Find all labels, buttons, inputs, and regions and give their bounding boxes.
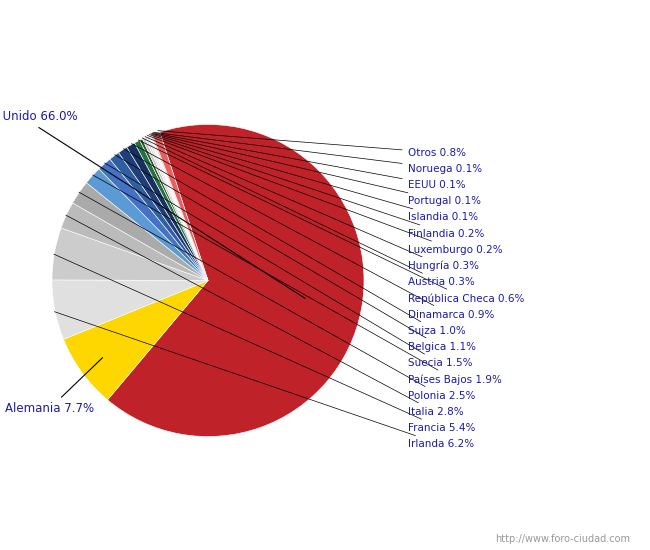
Wedge shape	[152, 132, 208, 280]
Text: Islandia 0.1%: Islandia 0.1%	[151, 134, 478, 222]
Text: Polonia 2.5%: Polonia 2.5%	[79, 192, 475, 401]
Text: http://www.foro-ciudad.com: http://www.foro-ciudad.com	[495, 534, 630, 544]
Wedge shape	[110, 153, 208, 280]
Text: Noruega 0.1%: Noruega 0.1%	[153, 133, 482, 174]
Text: República Checa 0.6%: República Checa 0.6%	[138, 140, 524, 304]
Wedge shape	[52, 228, 208, 280]
Text: Antigua - Turistas extranjeros según país - Abril de 2024: Antigua - Turistas extranjeros según paí…	[75, 13, 575, 29]
Text: Hungría 0.3%: Hungría 0.3%	[145, 136, 478, 271]
Wedge shape	[73, 183, 208, 280]
Text: Italia 2.8%: Italia 2.8%	[66, 215, 463, 417]
Text: Suecia 1.5%: Suecia 1.5%	[105, 163, 472, 368]
Wedge shape	[147, 136, 208, 280]
Text: Belgica 1.1%: Belgica 1.1%	[115, 155, 476, 352]
Wedge shape	[135, 140, 208, 280]
Text: Otros 0.8%: Otros 0.8%	[158, 131, 465, 158]
Wedge shape	[52, 280, 208, 339]
Wedge shape	[107, 124, 364, 437]
Wedge shape	[99, 159, 208, 280]
Text: Francia 5.4%: Francia 5.4%	[54, 254, 475, 433]
Text: Alemania 7.7%: Alemania 7.7%	[5, 358, 103, 415]
Wedge shape	[61, 203, 208, 280]
Wedge shape	[151, 135, 208, 280]
Text: Irlanda 6.2%: Irlanda 6.2%	[55, 312, 474, 449]
Wedge shape	[145, 137, 208, 280]
Wedge shape	[86, 169, 208, 280]
Text: EEUU 0.1%: EEUU 0.1%	[153, 133, 465, 190]
Wedge shape	[150, 135, 208, 280]
Text: Austria 0.3%: Austria 0.3%	[142, 138, 474, 287]
Wedge shape	[64, 280, 208, 400]
Text: Portugal 0.1%: Portugal 0.1%	[151, 133, 481, 206]
Text: Reino Unido 66.0%: Reino Unido 66.0%	[0, 110, 306, 299]
Wedge shape	[151, 135, 208, 280]
Text: Dinamarca 0.9%: Dinamarca 0.9%	[131, 144, 494, 320]
Text: Países Bajos 1.9%: Países Bajos 1.9%	[92, 175, 502, 384]
Text: Sujza 1.0%: Sujza 1.0%	[124, 148, 465, 336]
Wedge shape	[118, 147, 208, 280]
Text: Finlandia 0.2%: Finlandia 0.2%	[150, 135, 484, 239]
Wedge shape	[140, 139, 208, 280]
Wedge shape	[127, 143, 208, 280]
Wedge shape	[149, 136, 208, 280]
Wedge shape	[142, 138, 208, 280]
Text: Luxemburgo 0.2%: Luxemburgo 0.2%	[148, 135, 502, 255]
